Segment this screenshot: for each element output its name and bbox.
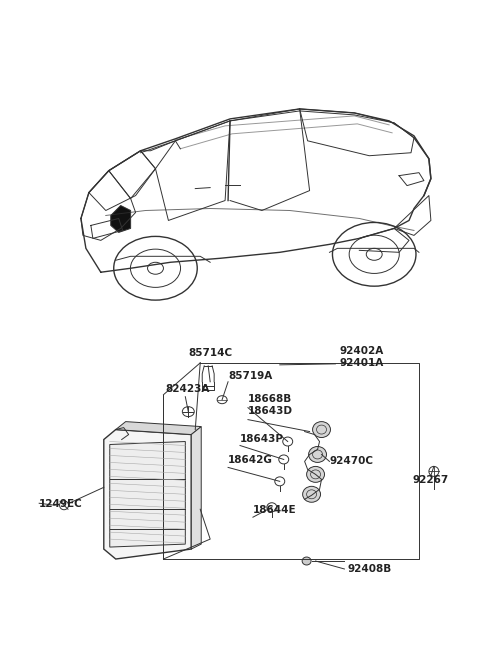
Text: 92470C: 92470C bbox=[329, 457, 373, 466]
Polygon shape bbox=[111, 205, 131, 232]
Ellipse shape bbox=[312, 422, 330, 438]
Text: 18643D: 18643D bbox=[248, 405, 293, 416]
Ellipse shape bbox=[302, 557, 311, 565]
Text: 92402A: 92402A bbox=[339, 346, 384, 356]
Ellipse shape bbox=[309, 447, 326, 462]
Text: 18643P: 18643P bbox=[240, 434, 284, 443]
Polygon shape bbox=[110, 441, 185, 547]
Text: 82423A: 82423A bbox=[166, 384, 210, 394]
Text: 92267: 92267 bbox=[413, 476, 449, 485]
Polygon shape bbox=[104, 430, 192, 559]
Text: 85714C: 85714C bbox=[188, 348, 232, 358]
Ellipse shape bbox=[302, 486, 321, 502]
Text: 18642G: 18642G bbox=[228, 455, 273, 465]
Text: 18668B: 18668B bbox=[248, 394, 292, 403]
Text: 1249EC: 1249EC bbox=[39, 499, 83, 509]
Text: 85719A: 85719A bbox=[228, 371, 272, 380]
Text: 92408B: 92408B bbox=[348, 564, 392, 574]
Polygon shape bbox=[192, 426, 201, 549]
Text: 92401A: 92401A bbox=[339, 358, 384, 368]
Ellipse shape bbox=[307, 466, 324, 482]
Polygon shape bbox=[116, 422, 201, 434]
Text: 18644E: 18644E bbox=[253, 505, 297, 515]
